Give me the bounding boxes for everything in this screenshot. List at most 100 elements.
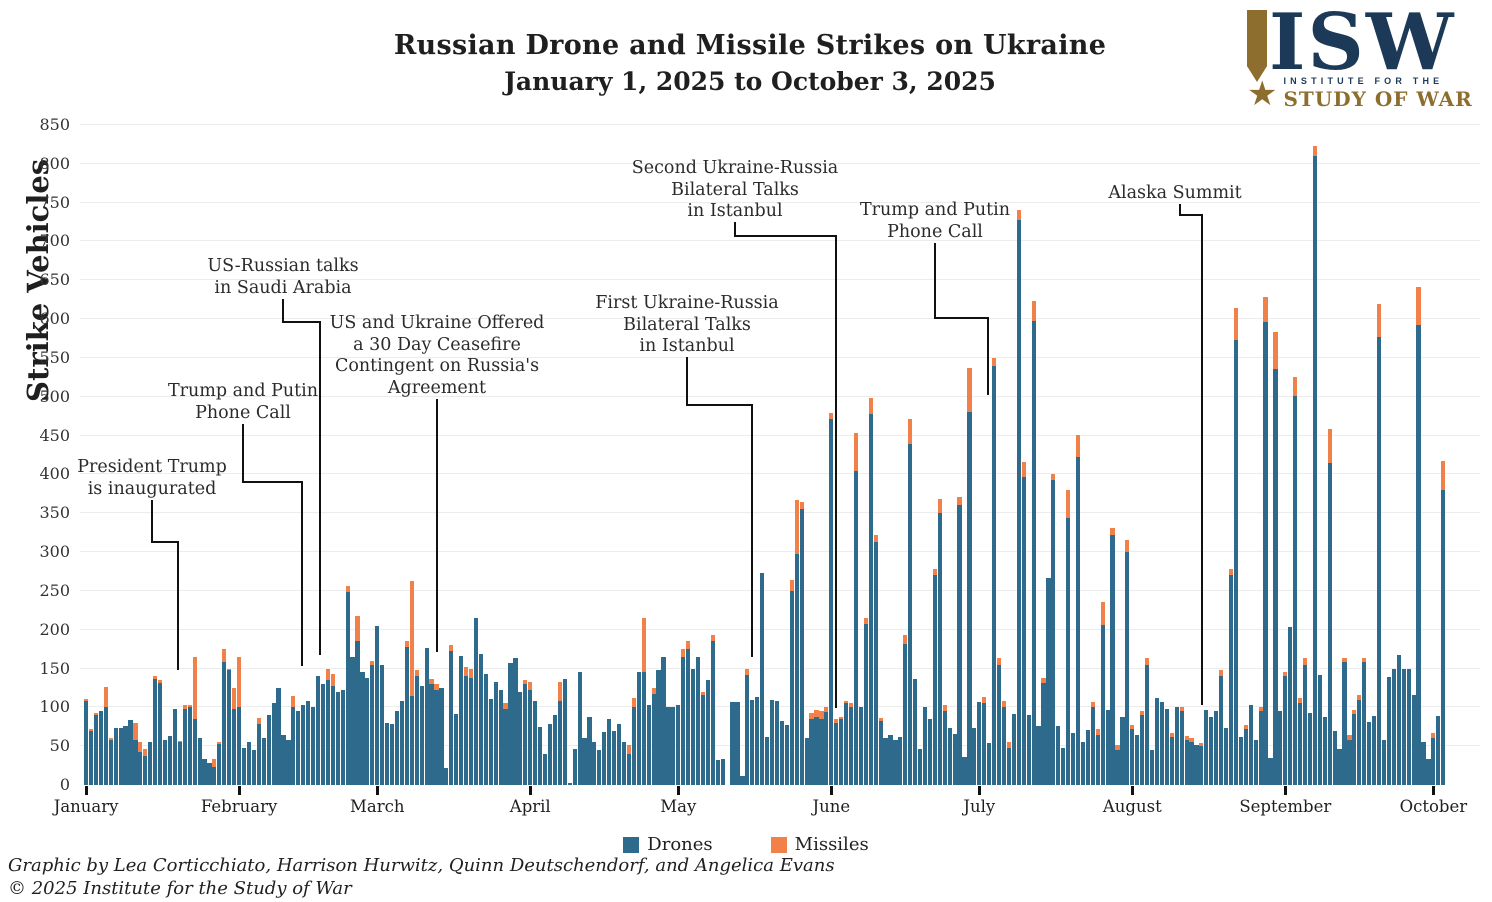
drone-bar [414, 676, 419, 785]
drone-bar [434, 690, 439, 785]
missile-bar [957, 496, 962, 506]
drone-bar [597, 750, 602, 785]
drone-bar [582, 738, 587, 785]
missile-bar [222, 649, 227, 663]
drone-bar [962, 757, 967, 785]
drone-bar [1283, 676, 1288, 785]
drone-bar [301, 705, 306, 785]
missile-bar [1258, 707, 1263, 712]
drone-bar [449, 651, 454, 785]
missile-bar [1357, 694, 1362, 700]
drones-swatch-icon [623, 836, 640, 853]
drone-bar [207, 763, 212, 785]
gridline [80, 318, 1480, 320]
drone-bar [1372, 715, 1377, 785]
drone-bar [1140, 715, 1145, 785]
drone-bar [513, 657, 518, 785]
drone-bar [918, 748, 923, 785]
missile-bar [1006, 742, 1012, 748]
missile-bar [404, 640, 409, 647]
y-tick-label: 450 [39, 425, 70, 445]
drone-bar [932, 575, 937, 785]
missile-bar [138, 742, 143, 752]
missile-bar [528, 681, 533, 690]
drone-bar [345, 592, 350, 785]
missile-bar [414, 670, 419, 677]
gridline [80, 356, 1480, 358]
drone-bar [192, 719, 197, 785]
drone-bar [710, 641, 715, 785]
chart-legend: Drones Missiles [0, 834, 1492, 855]
month-label: October [1399, 797, 1468, 816]
drone-bar [523, 684, 528, 785]
drone-bar [1036, 726, 1041, 785]
drone-bar [621, 741, 627, 785]
missile-bar [1362, 658, 1367, 663]
missile-bar [1263, 296, 1268, 323]
month-tick [85, 786, 88, 795]
drone-bar [459, 656, 464, 785]
annotation-text: Trump and Putin Phone Call [167, 381, 319, 423]
drone-bar [291, 707, 296, 785]
drone-bar [819, 719, 824, 785]
missile-bar [789, 580, 794, 591]
drone-bar [1233, 340, 1239, 785]
drone-bar [1436, 715, 1441, 785]
missile-bar [1095, 729, 1100, 735]
drone-bar [1164, 708, 1169, 785]
drone-bar [1357, 699, 1362, 785]
drone-bar [1066, 517, 1071, 785]
isw-logo-study-of-war-text: STUDY OF WAR [1283, 87, 1473, 111]
drone-bar [197, 738, 202, 785]
drone-bar [868, 413, 873, 785]
y-tick-label: 800 [39, 153, 70, 173]
missile-bar [345, 586, 350, 593]
gridline [80, 162, 1480, 164]
drone-bar [1031, 321, 1036, 785]
missile-bar [158, 680, 163, 683]
drone-bar [814, 716, 819, 785]
drone-bar [1130, 729, 1135, 785]
missile-bar [1327, 429, 1332, 463]
drone-bar [616, 724, 622, 785]
drone-bar [340, 690, 345, 785]
missile-bar [1090, 701, 1095, 708]
missile-bar [1066, 489, 1071, 518]
missile-bar [1283, 671, 1288, 677]
drone-bar [715, 760, 720, 785]
drone-bar [824, 712, 829, 785]
drone-bar [350, 656, 355, 785]
missile-bar [829, 413, 834, 420]
drone-bar [572, 748, 577, 785]
missile-bar [799, 502, 804, 510]
drone-bar [1061, 747, 1066, 785]
drone-bar [118, 728, 123, 785]
drone-bar [98, 711, 103, 785]
attribution-footer: Graphic by Lea Corticchiato, Harrison Hu… [8, 854, 835, 900]
drone-bar [276, 687, 281, 785]
drone-bar [113, 727, 118, 785]
drone-bar [592, 742, 597, 785]
drone-bar [454, 713, 459, 785]
missile-bar [143, 749, 148, 756]
month-tick [376, 786, 379, 795]
drone-bar [355, 641, 360, 785]
drone-bar [834, 722, 839, 785]
month-tick [238, 786, 241, 795]
drone-bar [330, 685, 335, 785]
drone-bar [286, 739, 291, 785]
drone-bar [903, 643, 908, 785]
drone-bar [942, 711, 947, 785]
drone-bar [1026, 715, 1031, 785]
drone-bar [784, 725, 789, 785]
drone-bar [671, 707, 676, 785]
drone-bar [1075, 456, 1081, 785]
month-label: February [200, 797, 278, 816]
drone-bar [587, 716, 592, 785]
missile-bar [212, 759, 217, 768]
drone-bar [1056, 726, 1061, 785]
missile-bar [967, 368, 972, 413]
month-tick [529, 786, 532, 795]
gridline [80, 201, 1480, 203]
